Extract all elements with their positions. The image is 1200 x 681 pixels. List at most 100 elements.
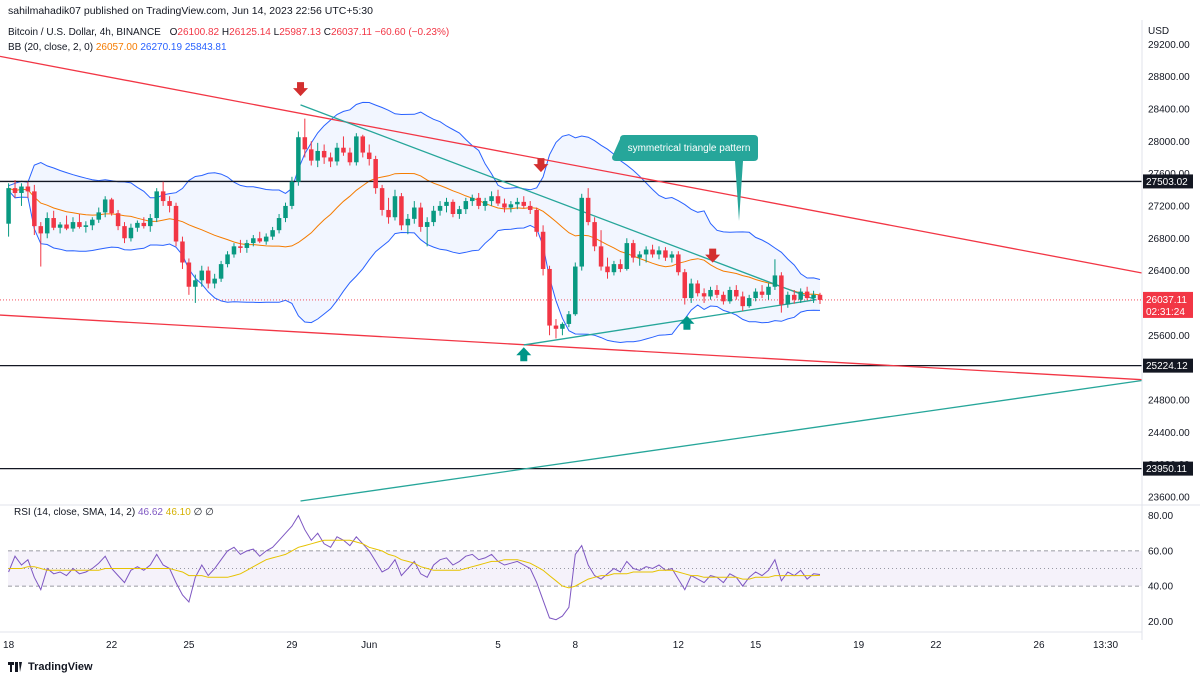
price-tick-label: 23600.00 <box>1148 492 1190 503</box>
symbol-title[interactable]: Bitcoin / U.S. Dollar, 4h, BINANCE <box>8 27 161 38</box>
candle-body <box>547 268 552 326</box>
candle-body <box>186 262 192 287</box>
candle-body <box>205 270 211 284</box>
candle-body <box>244 243 250 248</box>
candle-body <box>444 201 449 206</box>
candle-body <box>412 207 417 219</box>
candle-body <box>309 149 314 161</box>
trend-lines <box>0 55 1143 502</box>
price-tick-label: 24400.00 <box>1148 428 1190 439</box>
candle-body <box>540 231 546 269</box>
annotation-callout: symmetrical triangle pattern <box>612 135 758 221</box>
candle-body <box>643 249 649 255</box>
candle-body <box>566 314 572 324</box>
candle-body <box>746 298 752 307</box>
candle-body <box>708 289 713 297</box>
candle-body <box>347 152 353 163</box>
candle-body <box>811 294 816 299</box>
footer: TradingView <box>8 661 93 673</box>
candle-body <box>611 264 617 273</box>
ohlc-high: 26125.14 <box>229 27 271 38</box>
price-tick-label: 29200.00 <box>1148 40 1190 51</box>
candle-body <box>637 254 642 258</box>
candle-body <box>238 246 243 248</box>
candle-body <box>296 137 301 182</box>
time-tick-label: 13:30 <box>1093 640 1118 651</box>
candle-body <box>476 197 481 206</box>
price-tick-label: 28400.00 <box>1148 104 1190 115</box>
ohlc-open: 26100.82 <box>177 27 220 38</box>
candle-body <box>766 286 771 295</box>
rsi-indicator-title[interactable]: RSI (14, close, SMA, 14, 2) <box>14 507 136 518</box>
bb-indicator-title[interactable]: BB (20, close, 2, 0) <box>8 42 94 53</box>
candle-body <box>791 294 797 300</box>
bb-basis-value: 26057.00 <box>95 42 138 53</box>
countdown-label: 02:31:24 <box>1146 307 1185 318</box>
candle-body <box>212 278 217 284</box>
candle-body <box>122 226 127 239</box>
candle-body <box>289 181 295 206</box>
candle-body <box>334 147 340 162</box>
candle-body <box>102 199 108 213</box>
candle-body <box>128 227 134 239</box>
currency-label: USD <box>1148 26 1169 37</box>
bb-lower-value: 25843.81 <box>184 42 227 53</box>
ohlc-low-label: L <box>273 27 280 38</box>
time-tick-label: 22 <box>930 640 942 651</box>
level-label: 25224.12 <box>1146 361 1188 372</box>
time-tick-label: Jun <box>361 640 377 651</box>
ohlc-close: 26037.11 <box>330 27 372 38</box>
candle-body <box>753 291 758 299</box>
candle-body <box>502 203 507 208</box>
rsi-extra-1: ∅ <box>193 507 203 518</box>
time-tick-label: 5 <box>495 640 501 651</box>
rsi-legend: RSI (14, close, SMA, 14, 2) 46.62 46.10 … <box>14 507 214 518</box>
bb-legend: BB (20, close, 2, 0) 26057.00 26270.19 2… <box>8 42 227 53</box>
candle-body <box>193 280 198 287</box>
trend-line-2 <box>300 379 1143 502</box>
candle-body <box>257 238 262 242</box>
bb-upper-line <box>8 101 821 280</box>
candle-body <box>83 225 89 227</box>
candle-body <box>785 294 791 305</box>
candle-body <box>405 218 411 226</box>
signal-arrow-up-3 <box>516 347 532 362</box>
last-price-label-bg <box>1143 291 1193 318</box>
candle-body <box>669 254 675 258</box>
time-tick-label: 19 <box>853 640 865 651</box>
tradingview-logo-icon <box>8 662 22 672</box>
candle-body <box>160 191 166 202</box>
time-tick-label: 15 <box>750 640 762 651</box>
time-tick-label: 29 <box>286 640 298 651</box>
price-tick-label: 27200.00 <box>1148 201 1190 212</box>
candle-body <box>508 204 514 208</box>
candle-body <box>450 201 456 214</box>
candle-body <box>51 218 56 228</box>
candle-body <box>354 136 359 163</box>
candle-body <box>650 249 655 255</box>
candle-body <box>605 266 610 273</box>
time-tick-label: 26 <box>1033 640 1045 651</box>
candle-body <box>64 224 69 229</box>
candle-body <box>109 199 114 214</box>
candle-body <box>598 246 604 267</box>
candle-body <box>392 196 398 218</box>
candle-body <box>463 201 469 210</box>
bb-upper-value: 26270.19 <box>140 42 183 53</box>
candle-body <box>688 283 694 299</box>
candle-body <box>135 222 140 228</box>
last-price-label: 26037.11 <box>1146 295 1187 306</box>
candle-body <box>263 236 269 242</box>
candle-body <box>521 201 527 206</box>
ohlc-close-label: C <box>323 27 331 38</box>
candle-body <box>418 207 423 227</box>
level-label-bg <box>1143 358 1193 373</box>
candle-body <box>695 283 700 294</box>
candle-body <box>560 323 565 329</box>
candle-body <box>798 291 803 300</box>
candle-body <box>624 243 630 269</box>
level-label-bg <box>1143 174 1193 189</box>
candle-body <box>57 224 63 228</box>
candle-body <box>6 188 11 224</box>
